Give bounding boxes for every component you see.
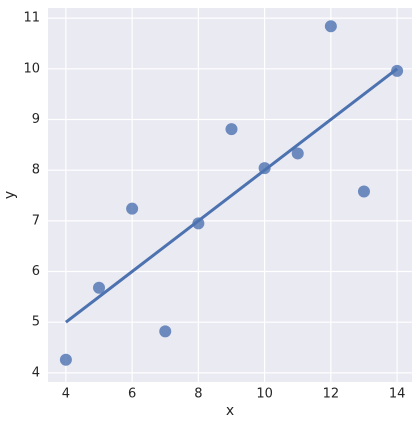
point <box>126 202 139 215</box>
x-tick-label: 8 <box>194 387 202 402</box>
point <box>391 64 404 77</box>
x-axis-label: x <box>226 403 234 419</box>
y-tick-label: 5 <box>32 315 40 330</box>
y-tick-label: 4 <box>32 365 40 380</box>
y-tick-label: 6 <box>32 264 40 279</box>
y-tick-label: 9 <box>32 112 40 127</box>
x-tick-label: 10 <box>256 387 273 402</box>
y-tick-label: 8 <box>32 163 40 178</box>
point <box>324 20 337 33</box>
point <box>291 147 304 160</box>
y-tick-label: 10 <box>23 61 40 76</box>
x-tick-label: 14 <box>389 387 406 402</box>
point <box>225 123 238 136</box>
point <box>93 281 106 294</box>
y-axis-label: y <box>2 191 18 199</box>
x-tick-label: 12 <box>323 387 340 402</box>
fit-line <box>64 67 399 324</box>
x-tick-label: 6 <box>128 387 136 402</box>
point <box>159 325 172 338</box>
x-tick-label: 4 <box>62 387 70 402</box>
point <box>357 185 370 198</box>
y-tick-label: 7 <box>32 213 40 228</box>
point <box>59 353 72 366</box>
y-tick-label: 11 <box>23 11 40 26</box>
